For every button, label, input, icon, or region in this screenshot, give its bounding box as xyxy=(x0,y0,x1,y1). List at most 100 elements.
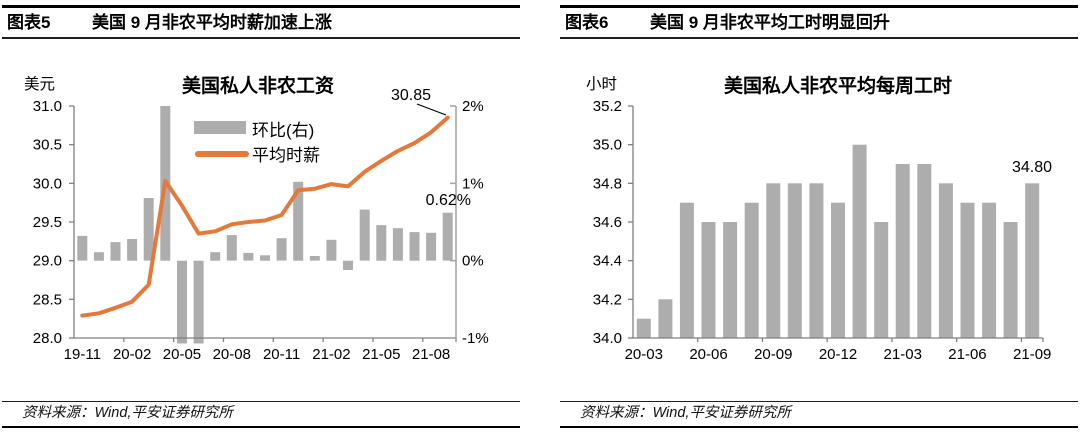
bar-20-11 xyxy=(809,183,824,338)
bar-20-08 xyxy=(226,235,237,261)
figure5-footer: 资料来源：Wind,平安证券研究所 xyxy=(2,401,520,428)
legend: 环比(右) 平均时薪 xyxy=(194,121,320,165)
bar-21-08 xyxy=(426,232,437,261)
bar-21-03 xyxy=(895,164,910,338)
bar-21-07 xyxy=(982,202,997,338)
y-tick-label: 34.2 xyxy=(593,291,622,308)
x-axis: 20-03 20-06 20-09 20-12 21-03 21-06 21-09 xyxy=(625,337,1051,363)
annotation-pointer-line xyxy=(416,103,447,116)
x-tick-label: 20-03 xyxy=(625,346,663,363)
bar-20-01 xyxy=(110,242,121,261)
hours-chart-svg: 34.034.234.434.634.835.035.220-03 20-06 20… xyxy=(586,74,1052,363)
data-label: 34.80 xyxy=(1012,159,1052,176)
x-tick-label: 19-11 xyxy=(64,346,101,363)
bar-20-10 xyxy=(260,255,270,261)
bar-21-04 xyxy=(359,209,370,261)
bar-20-06 xyxy=(701,222,716,338)
data-label: 0.62% xyxy=(426,192,471,209)
x-tick-label: 20-08 xyxy=(213,346,251,363)
y-tick-label: 34.0 xyxy=(593,330,622,347)
bar-21-09 xyxy=(442,212,453,261)
y-tick-label: 29.0 xyxy=(33,253,62,270)
bar-21-05 xyxy=(376,225,387,261)
panel-figure5: 图表5 美国 9 月非农平均时薪加速上涨 28.0 28.5 29.0 29.5 30.… xyxy=(2,5,520,428)
bar-20-06 xyxy=(193,260,204,344)
y-tick-label: 35.0 xyxy=(593,137,622,154)
legend-bar-swatch xyxy=(194,121,246,134)
y-tick-label: 28.5 xyxy=(33,291,62,308)
bar-20-12 xyxy=(293,181,304,261)
bar-20-05 xyxy=(679,202,694,338)
x-tick-label: 21-02 xyxy=(312,346,350,363)
bar-20-03 xyxy=(143,198,154,261)
y-tick-label: 34.8 xyxy=(593,175,622,192)
figure6-header: 图表6 美国 9 月非农平均工时明显回升 xyxy=(560,5,1078,39)
panel-figure6: 图表6 美国 9 月非农平均工时明显回升 34.0 34.2 34.4 34.6 34.… xyxy=(560,5,1078,428)
x-tick-label: 21-03 xyxy=(884,346,922,363)
legend-label-mom: 环比(右) xyxy=(252,121,314,140)
y-tick-label: 30.5 xyxy=(33,137,62,154)
left-y-axis: 34.0 34.2 34.4 34.6 34.8 35.0 35.2 xyxy=(593,98,634,347)
wage-chart-area: 28.0 28.5 29.0 29.5 30.0 30.5 31.0 19-11 20-02 20… xyxy=(2,39,520,401)
wage-chart-svg: 28.0 28.5 29.0 29.5 30.0 30.5 31.0 19-11 20-02 20… xyxy=(24,74,489,363)
bar-21-06 xyxy=(960,202,975,338)
mom-bars-series xyxy=(77,106,453,344)
bar-20-11 xyxy=(276,238,287,261)
bar-21-02 xyxy=(326,239,337,261)
y-tick-label: 34.4 xyxy=(593,253,622,270)
chart-title: 美国私人非农平均每周工时 xyxy=(724,74,952,97)
avg-hourly-earnings-line xyxy=(80,115,450,318)
figure6-tag: 图表6 xyxy=(565,13,609,32)
y-tick-label: 29.5 xyxy=(33,214,62,231)
x-tick-label: 21-06 xyxy=(948,346,986,363)
x-tick-label: 20-09 xyxy=(754,346,792,363)
bar-20-09 xyxy=(766,183,781,338)
x-tick-label: 20-02 xyxy=(113,346,151,363)
figure6-source-text: 资料来源：Wind,平安证券研究所 xyxy=(580,405,791,421)
bar-20-10 xyxy=(787,183,802,338)
figure6-footer: 资料来源：Wind,平安证券研究所 xyxy=(560,401,1078,428)
bar-21-07 xyxy=(409,232,420,261)
x-tick-label: 21-08 xyxy=(412,346,450,363)
chart-title: 美国私人非农工资 xyxy=(182,74,334,97)
bar-21-01 xyxy=(309,256,320,261)
bar-20-12 xyxy=(831,202,845,338)
bar-20-02 xyxy=(127,239,138,261)
bar-20-08 xyxy=(744,202,759,338)
right-tick-label: -1% xyxy=(462,330,489,347)
left-y-axis: 28.0 28.5 29.0 29.5 30.0 30.5 31.0 xyxy=(33,98,75,347)
figure5-tag: 图表5 xyxy=(7,13,51,32)
legend-label-earnings: 平均时薪 xyxy=(252,146,320,165)
bar-20-05 xyxy=(177,260,187,344)
x-axis: 19-11 20-02 20-05 20-08 20-11 21-02 21-05 21-08 xyxy=(64,337,457,363)
right-tick-label: 1% xyxy=(462,175,484,192)
bar-21-01 xyxy=(852,144,867,338)
x-tick-label: 20-12 xyxy=(819,346,857,363)
bar-21-02 xyxy=(874,222,889,338)
y-tick-label: 34.6 xyxy=(593,214,622,231)
right-tick-label: 2% xyxy=(462,98,484,115)
bar-20-04 xyxy=(658,299,673,338)
bar-19-11 xyxy=(77,235,88,261)
y-tick-label: 31.0 xyxy=(33,98,62,115)
x-tick-label: 21-09 xyxy=(1013,346,1051,363)
figure5-header: 图表5 美国 9 月非农平均时薪加速上涨 xyxy=(2,5,520,39)
right-y-axis: -1% 0% 1% 2% xyxy=(450,98,489,347)
bar-20-07 xyxy=(210,252,221,261)
right-tick-label: 0% xyxy=(462,253,484,270)
figure5-source-text: 资料来源：Wind,平安证券研究所 xyxy=(22,405,233,421)
x-tick-label: 20-06 xyxy=(689,346,727,363)
y-tick-label: 35.2 xyxy=(593,98,622,115)
bar-21-08 xyxy=(1003,222,1018,338)
figure5-title: 美国 9 月非农平均时薪加速上涨 xyxy=(92,13,332,32)
axis-unit-label: 小时 xyxy=(586,75,617,93)
bar-21-03 xyxy=(343,260,353,270)
x-tick-label: 20-05 xyxy=(163,346,201,363)
y-tick-label: 28.0 xyxy=(33,330,62,347)
bar-20-09 xyxy=(243,252,254,261)
bar-20-03 xyxy=(636,318,651,338)
bar-21-04 xyxy=(917,164,932,338)
bar-21-09 xyxy=(1025,183,1040,338)
figure6-title: 美国 9 月非农平均工时明显回升 xyxy=(650,13,890,32)
